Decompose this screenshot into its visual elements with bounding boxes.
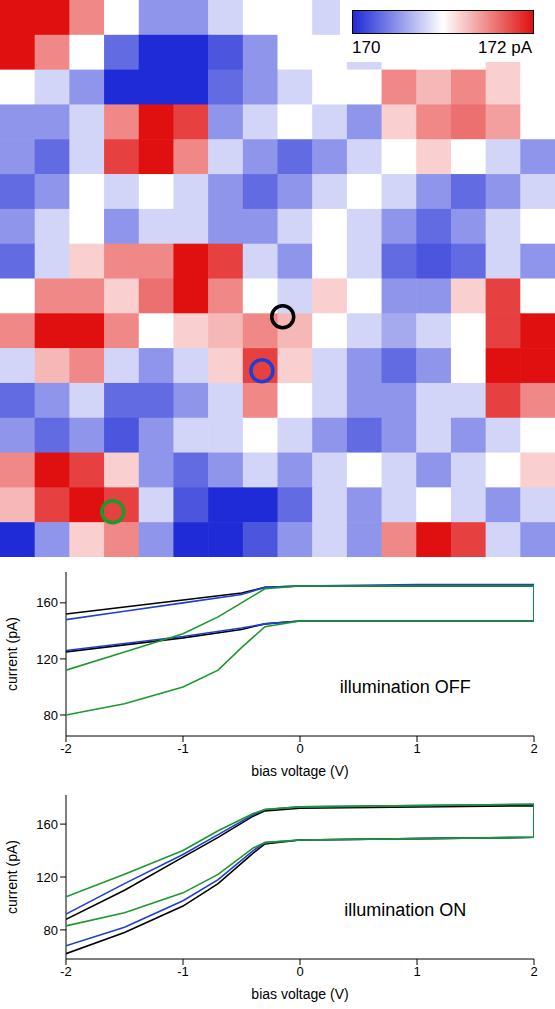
- svg-text:1: 1: [413, 964, 420, 979]
- svg-text:illumination ON: illumination ON: [344, 900, 466, 920]
- svg-text:current (pA): current (pA): [4, 840, 20, 914]
- svg-text:illumination OFF: illumination OFF: [340, 677, 471, 697]
- svg-text:120: 120: [36, 652, 58, 667]
- svg-text:-2: -2: [60, 741, 72, 756]
- svg-text:0: 0: [296, 964, 303, 979]
- svg-text:-2: -2: [60, 964, 72, 979]
- svg-text:2: 2: [530, 741, 537, 756]
- svg-text:0: 0: [296, 741, 303, 756]
- svg-text:120: 120: [36, 870, 58, 885]
- svg-text:80: 80: [44, 708, 58, 723]
- svg-text:80: 80: [44, 923, 58, 938]
- svg-text:bias voltage (V): bias voltage (V): [251, 986, 348, 1002]
- svg-text:160: 160: [36, 595, 58, 610]
- html-text:170: 170: [352, 38, 381, 57]
- svg-text:-1: -1: [177, 741, 189, 756]
- svg-text:bias voltage (V): bias voltage (V): [251, 763, 348, 779]
- html-text:172 pA: 172 pA: [478, 38, 532, 57]
- svg-text:-1: -1: [177, 964, 189, 979]
- svg-text:1: 1: [413, 741, 420, 756]
- svg-text:160: 160: [36, 817, 58, 832]
- svg-text:2: 2: [530, 964, 537, 979]
- svg-text:current (pA): current (pA): [4, 617, 20, 691]
